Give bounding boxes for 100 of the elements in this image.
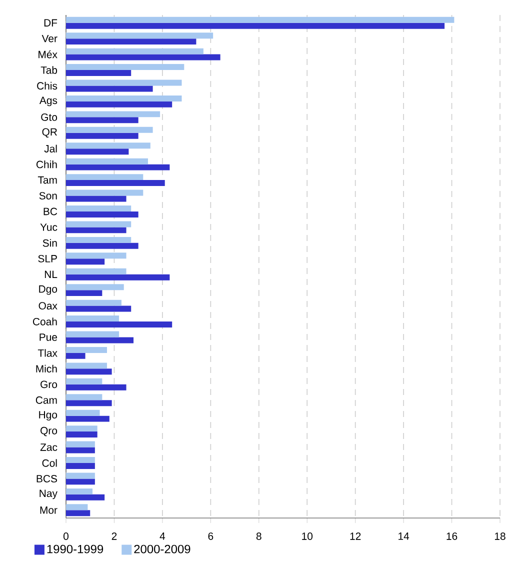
bar	[66, 488, 93, 494]
y-tick-label: Ver	[42, 34, 58, 42]
bar	[66, 16, 454, 23]
bar	[66, 462, 95, 469]
bar	[66, 362, 107, 369]
bar	[66, 457, 95, 463]
y-tick-label: Oax	[38, 302, 58, 310]
y-tick-label: Mor	[40, 506, 58, 514]
y-tick-label: Yuc	[40, 224, 58, 231]
bar	[66, 48, 204, 54]
bar	[66, 54, 220, 60]
bar	[66, 164, 170, 170]
y-tick-label: Chis	[37, 82, 58, 90]
x-tick-label: 10	[302, 532, 313, 540]
bar	[66, 142, 150, 149]
y-tick-label: Gro	[40, 380, 58, 388]
bar	[66, 206, 132, 212]
x-tick-label: 12	[350, 532, 361, 540]
bar	[66, 86, 153, 92]
bar	[66, 352, 86, 359]
y-tick-label: Sin	[42, 239, 57, 247]
bar	[66, 190, 144, 196]
bar	[66, 148, 129, 155]
bar	[66, 117, 138, 124]
bar	[66, 410, 100, 416]
bar	[66, 368, 112, 375]
bar	[66, 378, 102, 384]
x-tick-label: 6	[208, 532, 214, 540]
y-tick-label: Son	[39, 192, 57, 200]
x-tick-label: 18	[494, 532, 506, 540]
y-tick-label: Zac	[40, 444, 58, 451]
bar	[66, 221, 132, 228]
x-tick-label: 4	[160, 532, 166, 540]
bar	[66, 306, 132, 312]
bar	[66, 441, 95, 448]
bar	[66, 268, 126, 274]
y-tick-label: Méx	[38, 50, 58, 58]
bar	[66, 510, 90, 516]
bar	[66, 126, 153, 133]
bar	[66, 416, 110, 422]
y-tick-label: BC	[44, 208, 58, 216]
bar	[66, 211, 138, 218]
bar	[66, 384, 126, 390]
y-tick-label: DF	[44, 19, 58, 26]
bar	[66, 32, 214, 39]
y-tick-label: Dgo	[39, 285, 58, 295]
bar	[66, 242, 138, 249]
y-tick-label: NL	[44, 270, 58, 278]
bar	[66, 322, 172, 328]
bar	[66, 274, 170, 280]
y-tick-label: Gto	[41, 113, 58, 121]
bar	[66, 394, 102, 400]
bar	[66, 95, 182, 102]
x-tick-label: 0	[63, 532, 68, 540]
y-tick-label: Cam	[36, 396, 57, 404]
y-tick-label: Col	[42, 459, 57, 467]
x-tick-label: 16	[446, 532, 458, 540]
bar	[66, 426, 98, 432]
bar	[66, 22, 445, 29]
bar	[66, 472, 95, 479]
bar	[66, 337, 134, 344]
bar	[66, 64, 184, 70]
y-tick-label: Mich	[36, 364, 57, 373]
bar	[66, 158, 148, 164]
y-tick-label: Qro	[40, 426, 58, 436]
bar	[66, 174, 144, 180]
bar	[66, 494, 105, 500]
bar	[66, 180, 165, 186]
bar	[66, 101, 172, 108]
y-tick-label: Tlax	[38, 349, 58, 357]
y-tick-label: Nay	[40, 490, 58, 500]
y-tick-label: Coah	[33, 318, 57, 326]
x-tick-label: 2	[112, 532, 117, 540]
bar	[66, 38, 196, 45]
bar	[66, 258, 105, 265]
bar	[66, 432, 98, 438]
bar	[66, 504, 88, 510]
bar	[66, 290, 102, 296]
bar	[66, 252, 126, 259]
bar	[66, 132, 138, 139]
y-tick-label: Tam	[38, 176, 57, 184]
x-tick-label: 14	[398, 532, 410, 540]
bar	[66, 70, 132, 76]
bar	[66, 111, 160, 118]
y-tick-label: Tab	[40, 66, 58, 74]
bar	[66, 80, 182, 86]
bar	[66, 478, 95, 485]
legend-label: 2000-2009	[134, 544, 190, 554]
legend-label: 1990-1999	[47, 544, 104, 554]
x-tick-label: 8	[256, 532, 262, 540]
bar	[66, 346, 107, 353]
y-tick-label: Jal	[44, 144, 57, 152]
y-tick-label: Pue	[40, 334, 58, 341]
y-tick-label: Ags	[39, 96, 58, 106]
y-tick-label: Chih	[36, 160, 57, 168]
bar	[66, 331, 120, 338]
bar	[66, 400, 112, 406]
bar	[66, 300, 122, 306]
bar	[66, 447, 95, 454]
y-tick-label: QR	[42, 128, 57, 138]
